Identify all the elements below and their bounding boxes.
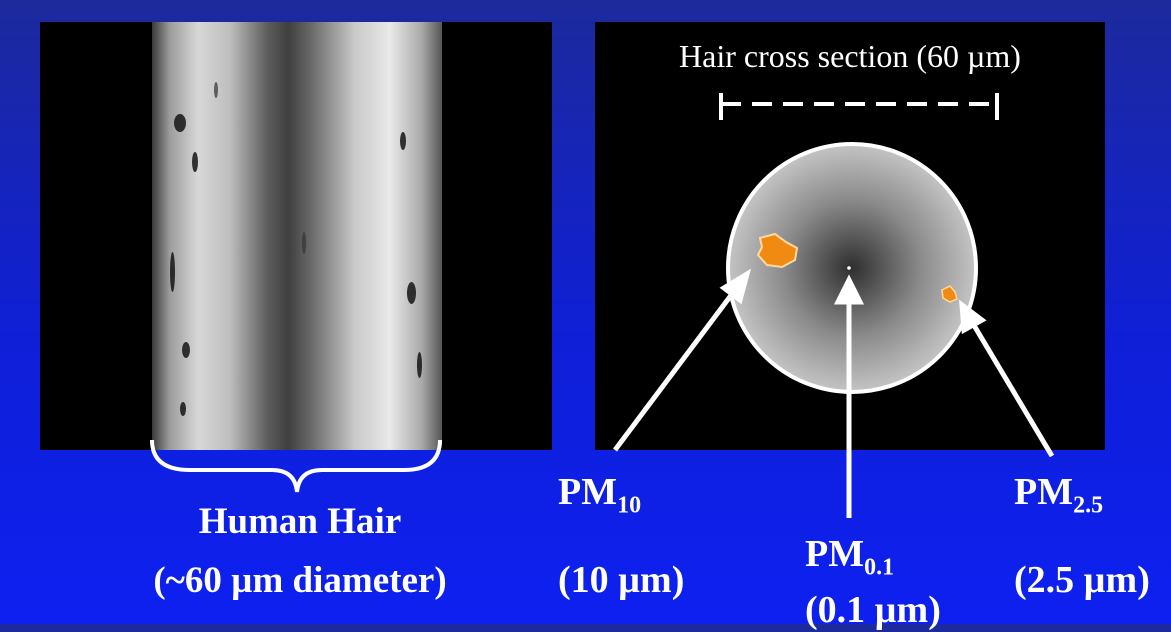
- brace-icon: [150, 439, 442, 493]
- hair-cross-section: [726, 142, 978, 394]
- pm01-label-main: PM: [805, 533, 865, 575]
- pm25-label: PM2.5: [1014, 470, 1103, 519]
- pm10-label-main: PM: [558, 471, 618, 513]
- pm10-label-sub: 10: [617, 492, 642, 519]
- pm01-label-sub: 0.1: [864, 554, 895, 581]
- pm25-label-main: PM: [1014, 471, 1074, 513]
- cross-section-title: Hair cross section (60 µm): [679, 38, 1021, 74]
- pm10-size: (10 µm): [558, 559, 685, 601]
- pm10-arrow: [613, 288, 737, 452]
- pm10-particle: [756, 232, 799, 269]
- hair-caption-line2: (~60 µm diameter): [153, 560, 447, 601]
- pm25-size: (2.5 µm): [1014, 559, 1150, 601]
- pm01-label: PM0.1: [805, 532, 894, 581]
- hair-photo-panel: [40, 22, 552, 450]
- pm01-particle: [847, 266, 851, 270]
- hair-caption-line1: Human Hair: [198, 501, 402, 542]
- scale-bar: [719, 93, 999, 120]
- hair-shaft-image: [152, 22, 442, 450]
- pm01-size: (0.1 µm): [805, 589, 941, 631]
- pm25-label-sub: 2.5: [1073, 492, 1104, 519]
- pm10-label: PM10: [558, 470, 641, 519]
- pm25-arrow: [969, 320, 1055, 458]
- pm25-particle: [941, 285, 958, 303]
